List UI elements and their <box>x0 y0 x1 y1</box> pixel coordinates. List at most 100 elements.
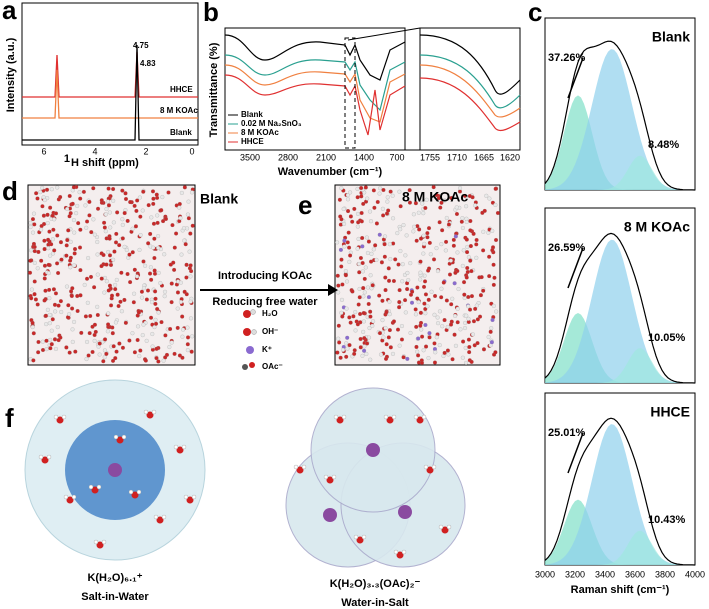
atom <box>348 214 353 219</box>
atom <box>441 280 446 285</box>
atom <box>39 258 44 263</box>
atom <box>426 356 431 361</box>
atom <box>355 211 360 216</box>
legend-label: OAc⁻ <box>262 362 283 371</box>
atom <box>421 414 427 420</box>
atom <box>134 274 139 279</box>
x-tick-label: 2800 <box>278 152 298 162</box>
panel-title: Blank <box>200 191 238 207</box>
atom <box>361 534 367 540</box>
atom <box>45 187 50 192</box>
atom <box>73 247 78 252</box>
atom <box>31 358 36 363</box>
atom <box>461 339 466 344</box>
x-tick-label: 4 <box>92 146 97 156</box>
atom <box>361 311 366 316</box>
atom <box>114 349 119 354</box>
atom <box>88 274 93 279</box>
atom <box>138 348 143 353</box>
atom <box>131 300 136 305</box>
atom <box>120 188 125 193</box>
atom <box>361 201 366 206</box>
atom <box>383 288 388 293</box>
atom <box>41 456 49 464</box>
atom <box>377 331 382 336</box>
atom <box>460 263 465 268</box>
atom <box>39 227 44 232</box>
atom <box>163 289 168 294</box>
atom <box>361 294 366 299</box>
atom <box>456 287 461 292</box>
atom <box>74 211 79 216</box>
atom <box>360 269 365 274</box>
atom <box>350 219 355 224</box>
atom <box>91 186 96 191</box>
atom <box>72 251 77 256</box>
atom <box>370 283 375 288</box>
atom <box>54 211 59 216</box>
atom <box>348 190 353 195</box>
atom <box>358 255 363 260</box>
atom <box>104 279 109 284</box>
atom <box>77 190 82 195</box>
atom <box>466 255 471 260</box>
atom <box>191 494 197 500</box>
x-tick-label: 0 <box>189 146 194 156</box>
atom <box>125 272 130 277</box>
icon <box>246 346 254 354</box>
atom <box>116 304 121 309</box>
atom <box>66 496 74 504</box>
atom <box>468 258 473 263</box>
atom <box>96 541 104 549</box>
atom <box>120 345 125 350</box>
atom <box>468 244 473 249</box>
atom <box>468 307 473 312</box>
atom <box>383 414 389 420</box>
atom <box>374 221 379 226</box>
atom <box>484 193 489 198</box>
atom <box>39 224 44 229</box>
atom <box>146 411 154 419</box>
atom <box>418 198 423 203</box>
atom <box>85 276 90 281</box>
atom <box>127 252 132 257</box>
atom <box>135 198 140 203</box>
atom <box>156 310 161 315</box>
atom <box>113 356 118 361</box>
trace <box>22 51 198 98</box>
atom <box>163 333 168 338</box>
atom <box>42 198 47 203</box>
atom <box>413 307 418 312</box>
atom <box>342 238 347 243</box>
atom <box>47 296 52 301</box>
atom <box>453 270 458 275</box>
atom <box>186 496 194 504</box>
atom <box>92 322 97 327</box>
atom <box>425 231 430 236</box>
atom <box>43 313 48 318</box>
atom <box>150 332 155 337</box>
atom <box>356 536 364 544</box>
atom <box>65 206 70 211</box>
atom <box>469 359 474 364</box>
atom <box>464 216 469 221</box>
atom <box>353 328 358 333</box>
atom <box>83 314 88 319</box>
panel-label: c <box>528 0 542 27</box>
atom <box>120 222 125 227</box>
atom <box>88 484 94 490</box>
atom <box>42 276 47 281</box>
atom <box>481 288 486 293</box>
atom <box>136 310 141 315</box>
atom <box>97 352 102 357</box>
atom <box>355 224 360 229</box>
x-tick-label: 3500 <box>240 152 260 162</box>
atom <box>97 341 102 346</box>
atom <box>466 304 471 309</box>
atom <box>86 353 91 358</box>
atom <box>151 245 156 250</box>
atom <box>363 185 368 190</box>
atom <box>391 279 396 284</box>
atom <box>141 189 146 194</box>
atom <box>345 346 350 351</box>
